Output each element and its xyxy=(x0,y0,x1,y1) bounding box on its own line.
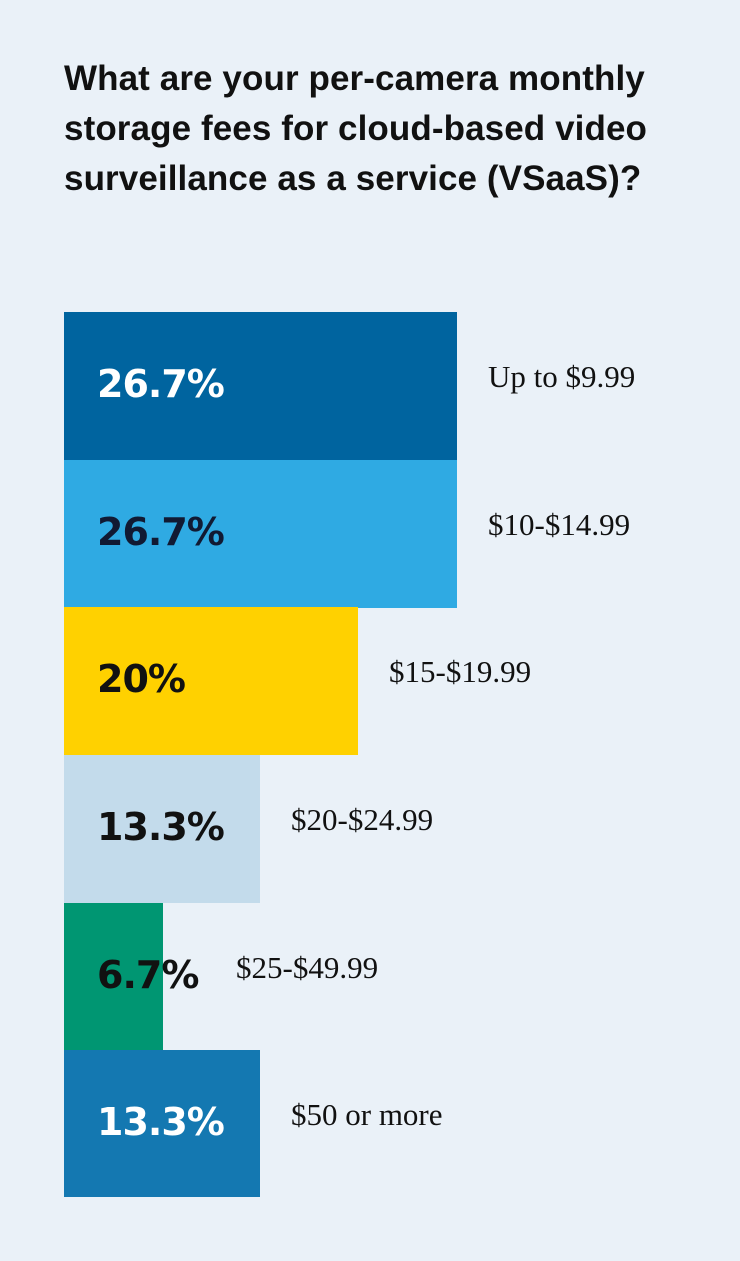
category-label: $15-$19.99 xyxy=(389,653,532,689)
category-label: $25-$49.99 xyxy=(236,949,379,985)
chart-title: What are your per-camera monthly storage… xyxy=(64,59,647,198)
category-label: $10-$14.99 xyxy=(488,506,631,542)
bar-value-label: 20% xyxy=(97,656,186,701)
bar-3 xyxy=(64,607,358,755)
category-label: Up to $9.99 xyxy=(488,358,636,394)
bar-5 xyxy=(64,903,163,1051)
bar-value-label: 6.7% xyxy=(97,952,199,997)
bar-value-label: 26.7% xyxy=(97,361,225,406)
bar-value-label: 26.7% xyxy=(97,509,225,554)
bar-value-label: 13.3% xyxy=(97,804,225,849)
bar-2 xyxy=(64,460,457,608)
bar-4 xyxy=(64,755,260,903)
bar-6 xyxy=(64,1050,260,1197)
bar-value-label: 13.3% xyxy=(97,1099,225,1144)
bar-1 xyxy=(64,312,457,460)
category-label: $20-$24.99 xyxy=(291,801,434,837)
category-label: $50 or more xyxy=(291,1096,443,1132)
